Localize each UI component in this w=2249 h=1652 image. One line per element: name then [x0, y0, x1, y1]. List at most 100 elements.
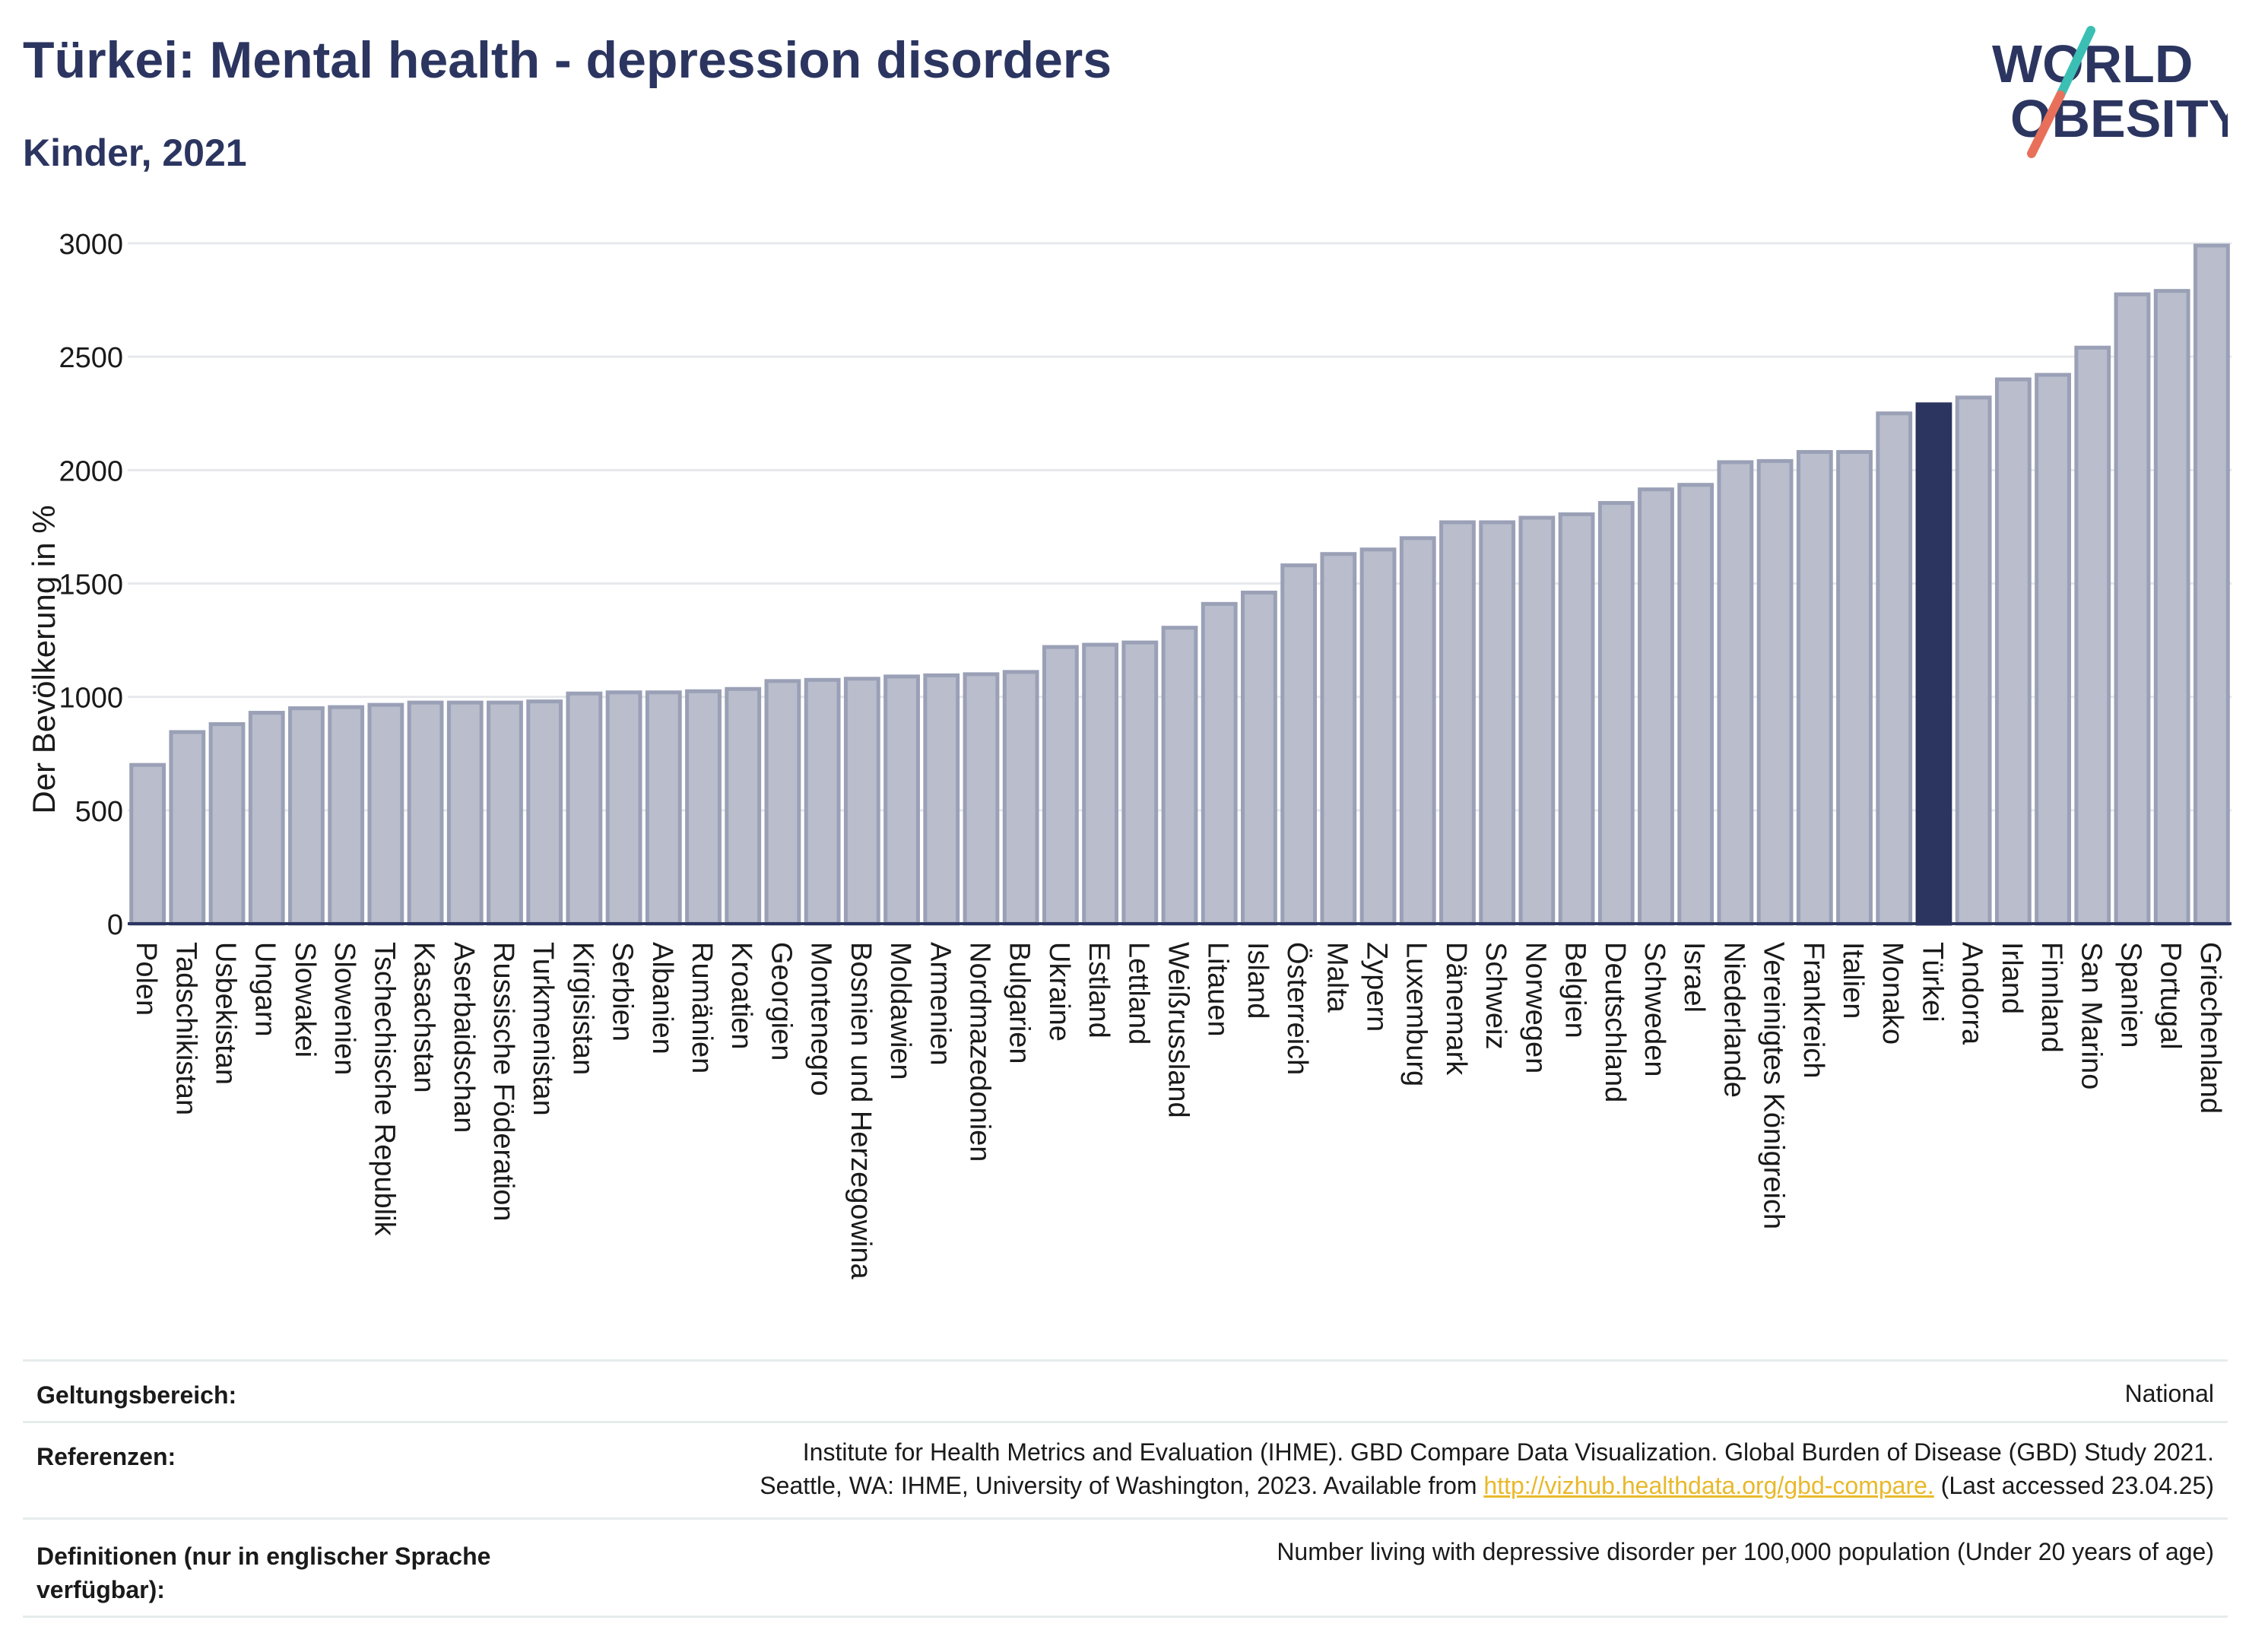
bar [566, 691, 603, 926]
x-tick-label: Tschechische Republik [368, 942, 400, 1237]
logo-slash-teal [2056, 26, 2095, 100]
bar [1121, 640, 1159, 926]
scope-value: National [2124, 1380, 2214, 1407]
x-tick-label: Kirgisistan [566, 942, 598, 1075]
references-line2: Seattle, WA: IHME, University of Washing… [760, 1469, 2214, 1502]
metadata-table: Geltungsbereich: National Referenzen: In… [23, 1359, 2228, 1618]
x-tick-label: Monako [1876, 942, 1908, 1045]
meta-row-references: Referenzen: Institute for Health Metrics… [23, 1421, 2228, 1517]
bar [2114, 292, 2151, 926]
bar [1638, 487, 1674, 926]
bar [963, 672, 1000, 926]
y-tick-label: 0 [107, 909, 123, 941]
bar-highlight [1915, 402, 1952, 926]
x-tick-label: Turkmenistan [527, 942, 559, 1116]
bar [1161, 626, 1198, 926]
y-tick-label: 2000 [59, 455, 123, 487]
x-tick-label: Montenegro [805, 942, 837, 1096]
bar [328, 705, 365, 926]
x-tick-label: Polen [130, 942, 162, 1016]
x-tick-label: Bulgarien [1004, 942, 1036, 1064]
x-tick-label: Nordmazedonien [963, 942, 995, 1162]
x-tick-label: Türkei [1916, 942, 1948, 1023]
bar [1359, 547, 1397, 926]
x-tick-label: Irland [1996, 942, 2028, 1014]
x-tick-label: Albanien [646, 942, 678, 1054]
x-tick-label: Niederlande [1718, 942, 1749, 1098]
bar [1002, 670, 1039, 926]
bar [764, 679, 801, 926]
bar [843, 677, 880, 926]
x-tick-label: Tadschikistan [170, 942, 201, 1115]
x-tick-label: Frankreich [1797, 942, 1829, 1079]
bar [1201, 601, 1238, 926]
x-tick-label: Finnland [2035, 942, 2067, 1053]
bar [1717, 460, 1754, 926]
bar [1241, 590, 1277, 926]
x-tick-label: Usbekistan [210, 942, 242, 1085]
bar [923, 673, 960, 926]
bar [1876, 411, 1913, 926]
bar [1042, 645, 1079, 926]
bar [288, 706, 325, 926]
x-tick-label: Armenien [924, 942, 956, 1066]
x-tick-label: Rumänien [686, 942, 718, 1073]
chart-subtitle: Kinder, 2021 [23, 132, 247, 174]
chart-title: Türkei: Mental health - depression disor… [23, 31, 1112, 89]
references-line2-post: (Last accessed 23.04.25) [1933, 1472, 2214, 1499]
x-tick-label: Malta [1321, 942, 1353, 1013]
world-obesity-logo: WORLD OBESITY [1992, 26, 2228, 158]
references-line1: Institute for Health Metrics and Evaluat… [802, 1438, 2214, 1466]
x-tick-label: Norwegen [1519, 942, 1551, 1073]
bar [1399, 536, 1436, 926]
bar [1082, 642, 1118, 926]
x-tick-label: Österreich [1281, 942, 1313, 1075]
x-tick-label: Estland [1083, 942, 1115, 1038]
x-tick-label: Vereinigtes Königreich [1758, 942, 1790, 1229]
bar [2153, 289, 2190, 926]
y-tick-labels: 0 500 1000 1500 2000 2500 3000 [59, 229, 123, 941]
x-tick-label: Griechenland [2194, 942, 2226, 1114]
bar [1597, 501, 1635, 926]
meta-row-scope: Geltungsbereich: National [23, 1359, 2228, 1421]
x-tick-label: Kroatien [725, 942, 757, 1050]
bar-chart: 0 500 1000 1500 2000 2500 3000 Polen Tadschikis… [26, 229, 2232, 1279]
x-tick-label: Aserbaidschan [448, 942, 480, 1133]
x-tick-label: Schweiz [1480, 942, 1511, 1050]
bar [1955, 395, 1992, 926]
x-tick-label: San Marino [2075, 942, 2107, 1089]
x-tick-label: Russische Föderation [487, 942, 519, 1222]
bar [645, 690, 682, 926]
references-line2-pre: Seattle, WA: IHME, University of Washing… [760, 1472, 1484, 1499]
x-tick-label: Portugal [2155, 942, 2187, 1050]
bar [1836, 449, 1873, 926]
references-link[interactable]: http://vizhub.healthdata.org/gbd-compare… [1483, 1472, 1934, 1499]
x-tick-labels: Polen Tadschikistan Usbekistan Ungarn Slowak… [130, 942, 2226, 1279]
bar [367, 702, 404, 926]
x-tick-label: Serbien [607, 942, 639, 1042]
x-tick-label: Israel [1678, 942, 1710, 1013]
y-tick-label: 1500 [59, 569, 123, 601]
bar [248, 711, 285, 926]
y-tick-label: 500 [75, 796, 123, 828]
bar [446, 700, 484, 926]
definitions-value: Number living with depressive disorder p… [1277, 1538, 2214, 1565]
bar [804, 677, 841, 926]
y-tick-label: 1000 [59, 683, 123, 715]
references-value: Institute for Health Metrics and Evaluat… [760, 1435, 2214, 1502]
x-tick-label: Dänemark [1440, 942, 1472, 1076]
bar [883, 674, 920, 926]
bars-layer [129, 243, 2230, 926]
bar [2193, 243, 2230, 926]
x-tick-label: Kasachstan [408, 942, 440, 1093]
logo-line1: WORLD [1992, 34, 2193, 94]
x-tick-label: Georgien [765, 942, 797, 1061]
bar [685, 689, 722, 926]
y-tick-label: 3000 [59, 229, 123, 261]
bar [1994, 377, 2032, 926]
bar [1558, 512, 1595, 926]
bar [2074, 345, 2111, 926]
x-tick-label: Zypern [1361, 942, 1393, 1032]
x-tick-label: Litauen [1202, 942, 1234, 1037]
bar [605, 690, 642, 926]
